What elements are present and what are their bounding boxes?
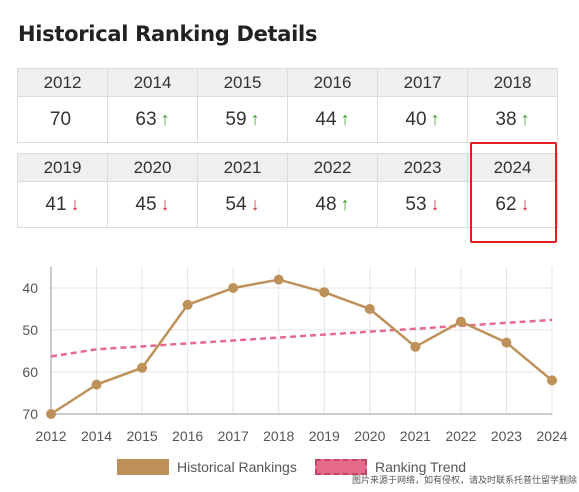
year-cell: 2018 xyxy=(467,68,558,97)
rank-cell: 54 ↓ xyxy=(197,181,288,228)
historical-data-point xyxy=(455,316,466,327)
year-cell: 2012 xyxy=(17,68,108,97)
year-cell: 2022 xyxy=(287,153,378,182)
chart-legend: Historical Rankings Ranking Trend xyxy=(0,459,579,481)
year-cell: 2021 xyxy=(197,153,288,182)
legend-swatch-historical xyxy=(117,459,169,475)
historical-data-point xyxy=(547,375,557,386)
down-arrow-icon: ↓ xyxy=(70,193,80,214)
down-arrow-icon: ↓ xyxy=(430,193,440,214)
rank-value: 40 xyxy=(405,108,427,130)
x-tick-label: 2017 xyxy=(218,428,249,444)
rank-value: 45 xyxy=(135,193,157,215)
rank-cell: 38 ↑ xyxy=(467,96,558,143)
rank-cell: 59 ↑ xyxy=(197,96,288,143)
rank-value: 63 xyxy=(135,108,157,130)
x-tick-label: 2019 xyxy=(309,428,340,444)
y-tick-label: 70 xyxy=(22,406,38,422)
year-cell: 2024 xyxy=(467,153,558,182)
down-arrow-icon: ↓ xyxy=(250,193,260,214)
historical-data-point xyxy=(501,337,512,348)
rank-value: 62 xyxy=(495,193,517,215)
legend-item-trend[interactable]: Ranking Trend xyxy=(315,459,466,475)
rank-cell: 41 ↓ xyxy=(17,181,108,228)
historical-data-point xyxy=(273,274,284,285)
year-cell: 2016 xyxy=(287,68,378,97)
up-arrow-icon: ↑ xyxy=(340,193,350,214)
rank-value: 38 xyxy=(495,108,517,130)
year-cell: 2020 xyxy=(107,153,198,182)
historical-data-point xyxy=(46,409,56,419)
legend-item-historical[interactable]: Historical Rankings xyxy=(117,459,297,475)
rank-value: 53 xyxy=(405,193,427,215)
rank-cell: 70 xyxy=(17,96,108,143)
historical-data-point xyxy=(182,299,193,310)
year-cell: 2014 xyxy=(107,68,198,97)
historical-data-point xyxy=(228,283,239,293)
rank-value: 54 xyxy=(225,193,247,215)
rank-cell: 45 ↓ xyxy=(107,181,198,228)
watermark-text: 图片来源于网络，如有侵权，请及时联系托普仕留学删除 xyxy=(351,476,577,486)
historical-series-line xyxy=(50,278,553,416)
down-arrow-icon: ↓ xyxy=(160,193,170,214)
rank-cell: 62 ↓ xyxy=(467,181,558,228)
rank-cell: 40 ↑ xyxy=(377,96,468,143)
x-tick-label: 2021 xyxy=(400,428,431,444)
legend-label-historical: Historical Rankings xyxy=(177,459,297,475)
y-tick-label: 50 xyxy=(22,322,38,338)
legend-swatch-trend xyxy=(315,459,367,475)
page-title: Historical Ranking Details xyxy=(18,22,318,46)
historical-data-point xyxy=(410,341,421,352)
rank-value: 48 xyxy=(315,193,337,215)
historical-data-point xyxy=(91,379,102,390)
x-tick-label: 2018 xyxy=(263,428,294,444)
x-tick-label: 2015 xyxy=(127,428,158,444)
ranking-table-row-2: 2019 2020 2021 2022 2023 2024 41 ↓ 45 ↓ 54… xyxy=(17,153,558,228)
rank-value: 44 xyxy=(315,108,337,130)
ranking-line-chart: 40 50 60 70 2012 2014 2015 2016 2017 2018 2019 2020… xyxy=(22,267,568,444)
x-tick-label: 2020 xyxy=(354,428,385,444)
year-cell: 2017 xyxy=(377,68,468,97)
up-arrow-icon: ↑ xyxy=(430,108,440,129)
ranking-table-row-1: 2012 2014 2015 2016 2017 2018 70 63 ↑ 59 ↑… xyxy=(17,68,558,143)
year-cell: 2015 xyxy=(197,68,288,97)
x-tick-label: 2016 xyxy=(172,428,203,444)
up-arrow-icon: ↑ xyxy=(250,108,260,129)
rank-cell: 48 ↑ xyxy=(287,181,378,228)
up-arrow-icon: ↑ xyxy=(340,108,350,129)
down-arrow-icon: ↓ xyxy=(520,193,530,214)
x-tick-label: 2024 xyxy=(536,428,567,444)
y-tick-label: 60 xyxy=(22,364,38,380)
x-tick-label: 2022 xyxy=(445,428,476,444)
up-arrow-icon: ↑ xyxy=(520,108,530,129)
rank-value: 59 xyxy=(225,108,247,130)
year-cell: 2019 xyxy=(17,153,108,182)
rank-value: 70 xyxy=(49,108,72,130)
historical-data-point xyxy=(319,287,330,298)
legend-label-trend: Ranking Trend xyxy=(375,459,467,475)
year-cell: 2023 xyxy=(377,153,468,182)
x-tick-label: 2023 xyxy=(491,428,522,444)
rank-value: 41 xyxy=(45,193,67,215)
rank-cell: 53 ↓ xyxy=(377,181,468,228)
rank-cell: 44 ↑ xyxy=(287,96,378,143)
x-tick-label: 2014 xyxy=(81,428,112,444)
trend-series-line xyxy=(50,318,553,358)
historical-data-point xyxy=(137,362,148,373)
y-tick-label: 40 xyxy=(22,280,38,296)
historical-data-point xyxy=(364,304,375,314)
rank-cell: 63 ↑ xyxy=(107,96,198,143)
x-tick-label: 2012 xyxy=(35,428,66,444)
up-arrow-icon: ↑ xyxy=(160,108,170,129)
